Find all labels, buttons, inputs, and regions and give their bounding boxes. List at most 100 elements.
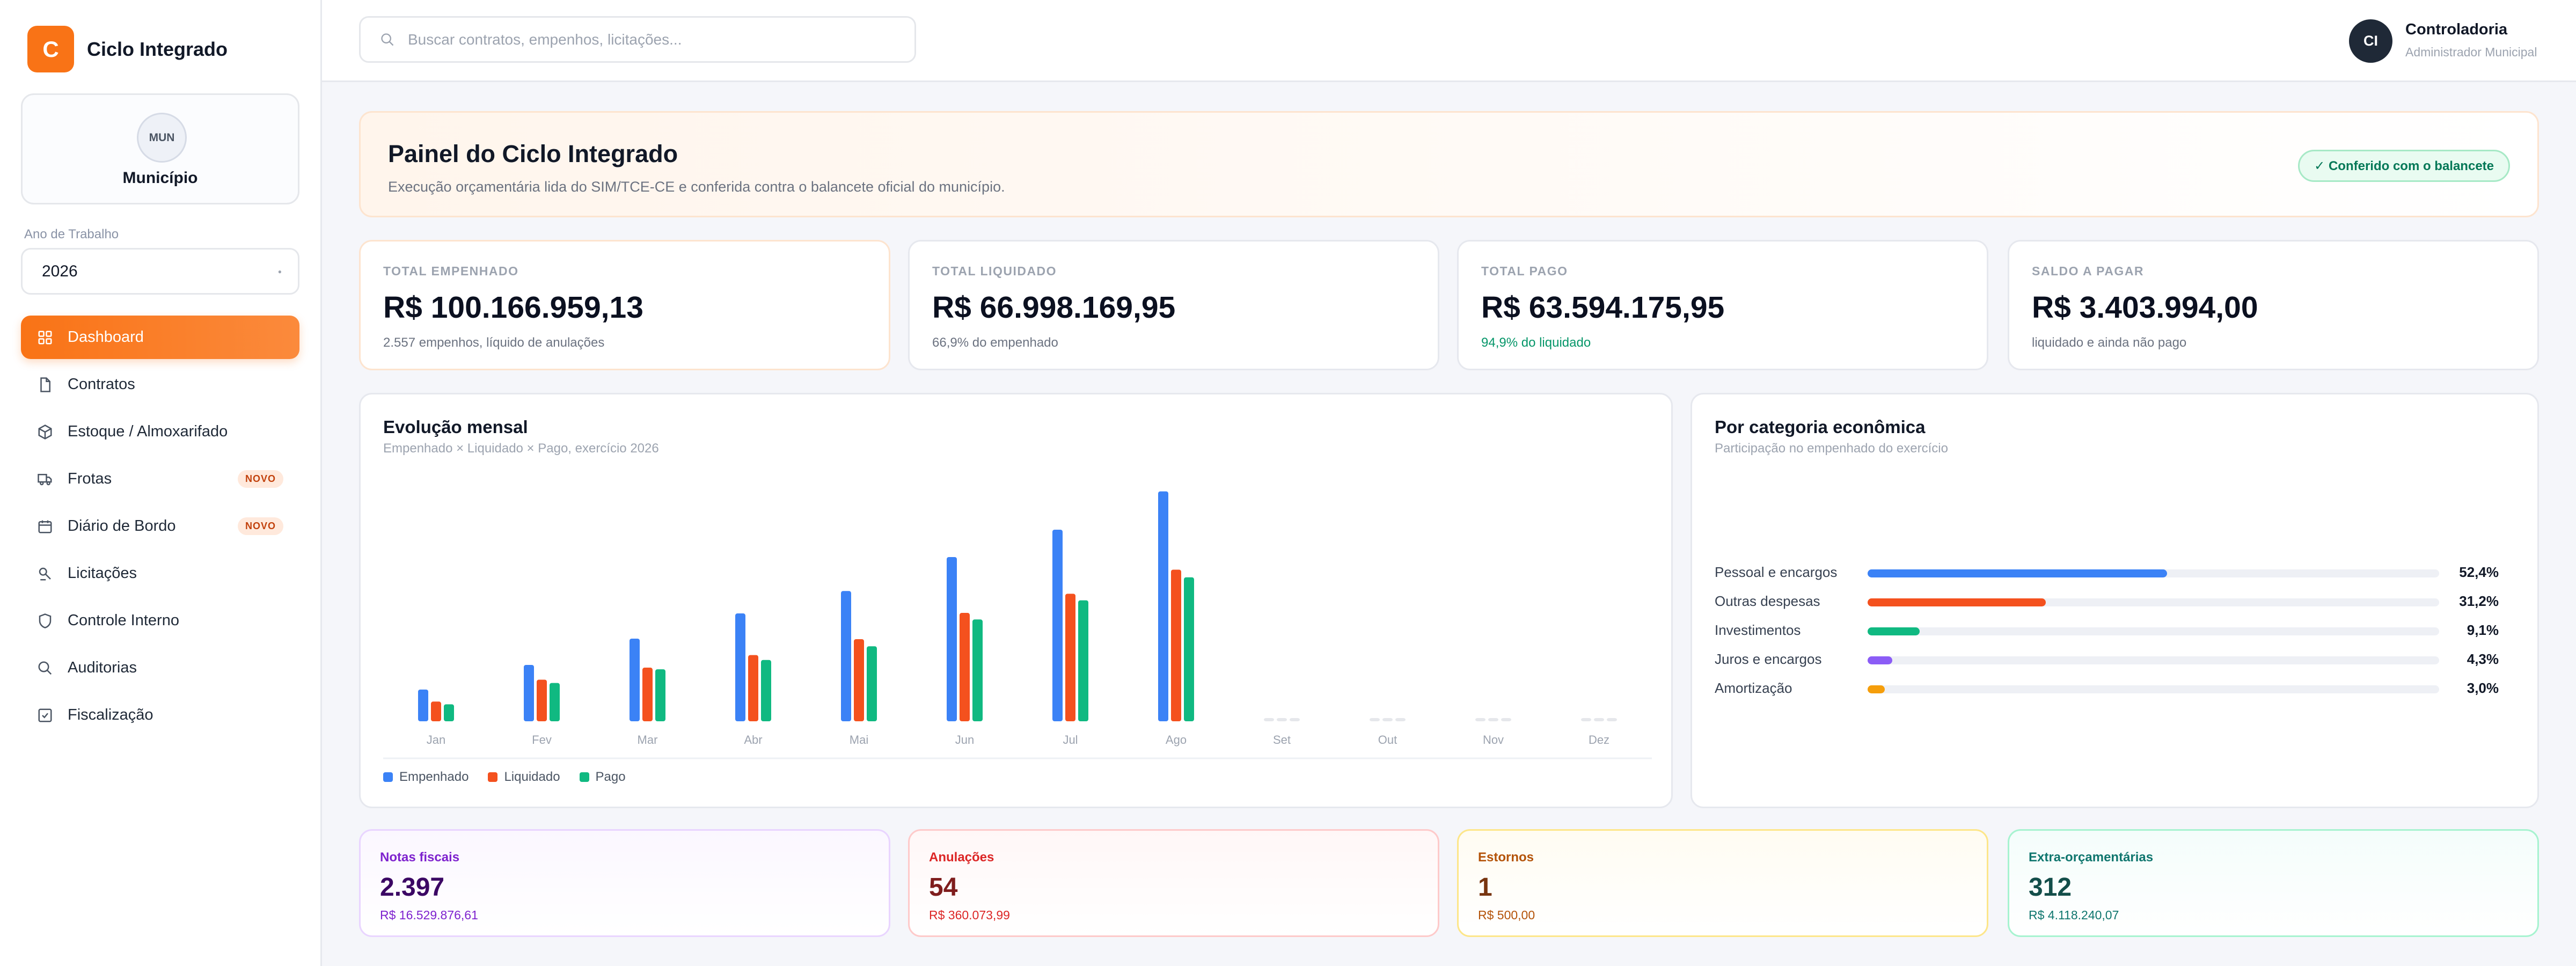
kpi-label: TOTAL PAGO (1481, 264, 1568, 278)
monthly-chart-card: Evolução mensal Empenhado × Liquidado × … (359, 393, 1673, 808)
category-track (1868, 627, 2439, 635)
kpi-sub: 2.557 empenhos, líquido de anulações (383, 335, 605, 350)
user-role: Administrador Municipal (2405, 45, 2537, 59)
bar-liquidado-ago (1171, 569, 1181, 721)
search-bar[interactable] (359, 16, 916, 63)
sidebar-item-fiscalizacao[interactable]: Fiscalização (21, 693, 299, 737)
kpi-value: R$ 100.166.959,13 (383, 290, 643, 325)
category-row-pessoal: Pessoal e encargos 52,4% (1715, 562, 2499, 583)
chart-subtitle: Empenhado × Liquidado × Pago, exercício … (383, 441, 659, 456)
bar-liquidado-abr (748, 655, 758, 721)
category-title: Por categoria econômica (1715, 417, 1926, 437)
legend-label: Liquidado (504, 770, 560, 784)
stat-sub: R$ 4.118.240,07 (2029, 908, 2119, 922)
sidebar-item-label: Licitações (68, 565, 137, 582)
stat-extra-orcamentarias[interactable]: Extra-orçamentárias 312 R$ 4.118.240,07 (2008, 829, 2539, 937)
stat-value: 312 (2029, 873, 2072, 902)
bar-empenhado-jul (1052, 530, 1063, 721)
stat-notas-fiscais[interactable]: Notas fiscais 2.397 R$ 16.529.876,61 (359, 829, 890, 937)
category-fill (1868, 656, 1892, 664)
kpi-value: R$ 3.403.994,00 (2032, 290, 2258, 325)
bar-liquidado-out (1382, 718, 1393, 721)
sidebar-item-auditorias[interactable]: Auditorias (21, 646, 299, 690)
stat-value: 1 (1478, 873, 1492, 902)
category-card: Por categoria econômica Participação no … (1690, 393, 2539, 808)
municipality-name: Município (122, 169, 198, 187)
kpi-total-empenhado: TOTAL EMPENHADO R$ 100.166.959,13 2.557 … (359, 240, 890, 370)
bar-liquidado-jan (431, 701, 441, 721)
sidebar-item-dashboard[interactable]: Dashboard (21, 316, 299, 359)
category-fill (1868, 569, 2168, 577)
sidebar-item-label: Controle Interno (68, 612, 179, 629)
sidebar-item-estoque[interactable]: Estoque / Almoxarifado (21, 410, 299, 453)
bar-liquidado-mai (854, 639, 864, 721)
sidebar-item-licitacoes[interactable]: Licitações (21, 552, 299, 595)
category-row-investimentos: Investimentos 9,1% (1715, 620, 2499, 641)
stat-anulacoes[interactable]: Anulações 54 R$ 360.073,99 (908, 829, 1439, 937)
brand-name: Ciclo Integrado (87, 38, 228, 60)
category-percent: 4,3% (2467, 651, 2499, 667)
sidebar-item-frotas[interactable]: Frotas NOVO (21, 457, 299, 501)
year-label: Ano de Trabalho (24, 227, 119, 241)
sidebar: C Ciclo Integrado MUN Município Ano de T… (0, 0, 322, 966)
search-icon (381, 33, 394, 46)
stat-label: Estornos (1478, 850, 1534, 865)
document-icon (37, 377, 53, 393)
top-header: CI Controladoria Administrador Municipal (322, 0, 2576, 82)
bar-pago-set (1290, 718, 1300, 721)
year-value: 2026 (42, 262, 78, 280)
brand[interactable]: C Ciclo Integrado (27, 26, 228, 72)
sidebar-item-contratos[interactable]: Contratos (21, 363, 299, 406)
stat-value: 2.397 (380, 873, 445, 902)
category-name: Juros e encargos (1715, 651, 1822, 667)
bar-empenhado-out (1370, 718, 1380, 721)
legend-item-liquidado: Liquidado (488, 770, 560, 785)
category-name: Amortização (1715, 680, 1792, 696)
bar-empenhado-ago (1158, 491, 1168, 721)
new-badge: NOVO (237, 517, 283, 535)
year-select[interactable]: 2026 ● (21, 248, 299, 295)
x-tick-label: Jan (427, 733, 445, 747)
hero-banner: Painel do Ciclo Integrado Execução orçam… (359, 111, 2539, 217)
municipality-card[interactable]: MUN Município (21, 93, 299, 204)
shield-icon (37, 613, 53, 629)
category-track (1868, 656, 2439, 664)
bar-pago-jun (972, 619, 983, 721)
stat-label: Notas fiscais (380, 850, 460, 865)
bar-pago-mar (655, 669, 665, 721)
calendar-icon (37, 518, 53, 535)
municipality-avatar: MUN (137, 113, 187, 163)
category-name: Investimentos (1715, 622, 1801, 638)
sidebar-item-diario-de-bordo[interactable]: Diário de Bordo NOVO (21, 504, 299, 548)
bar-empenhado-mar (630, 638, 640, 721)
stat-estornos[interactable]: Estornos 1 R$ 500,00 (1457, 829, 1988, 937)
x-tick-label: Fev (532, 733, 552, 747)
kpi-label: SALDO A PAGAR (2032, 264, 2145, 278)
category-track (1868, 598, 2439, 606)
kpi-total-liquidado: TOTAL LIQUIDADO R$ 66.998.169,95 66,9% d… (908, 240, 1439, 370)
stat-sub: R$ 16.529.876,61 (380, 908, 478, 922)
kpi-sub: 66,9% do empenhado (932, 335, 1058, 350)
bar-empenhado-fev (524, 664, 534, 721)
category-row-outras: Outras despesas 31,2% (1715, 591, 2499, 612)
sidebar-item-label: Diário de Bordo (68, 517, 176, 535)
kpi-sub: liquidado e ainda não pago (2032, 335, 2187, 350)
x-tick-label: Dez (1589, 733, 1609, 747)
user-avatar[interactable]: CI (2349, 19, 2392, 63)
chart-title: Evolução mensal (383, 417, 528, 437)
bar-empenhado-dez (1581, 718, 1591, 721)
sidebar-item-label: Contratos (68, 376, 135, 393)
sidebar-item-controle-interno[interactable]: Controle Interno (21, 599, 299, 642)
kpi-value: R$ 66.998.169,95 (932, 290, 1176, 325)
kpi-label: TOTAL LIQUIDADO (932, 264, 1057, 278)
bar-liquidado-jun (960, 613, 970, 721)
page-subtitle: Execução orçamentária lida do SIM/TCE-CE… (388, 179, 1005, 195)
category-name: Pessoal e encargos (1715, 564, 1838, 580)
x-tick-label: Abr (744, 733, 762, 747)
x-tick-label: Set (1273, 733, 1291, 747)
user-name[interactable]: Controladoria (2405, 21, 2508, 38)
x-tick-label: Ago (1166, 733, 1187, 747)
category-subtitle: Participação no empenhado do exercício (1715, 441, 1948, 456)
monthly-bar-chart: Jan Fev Mar Abr Mai Jun Jul Ago Set Out Nov Dez (383, 491, 1652, 759)
search-input[interactable] (408, 31, 891, 48)
